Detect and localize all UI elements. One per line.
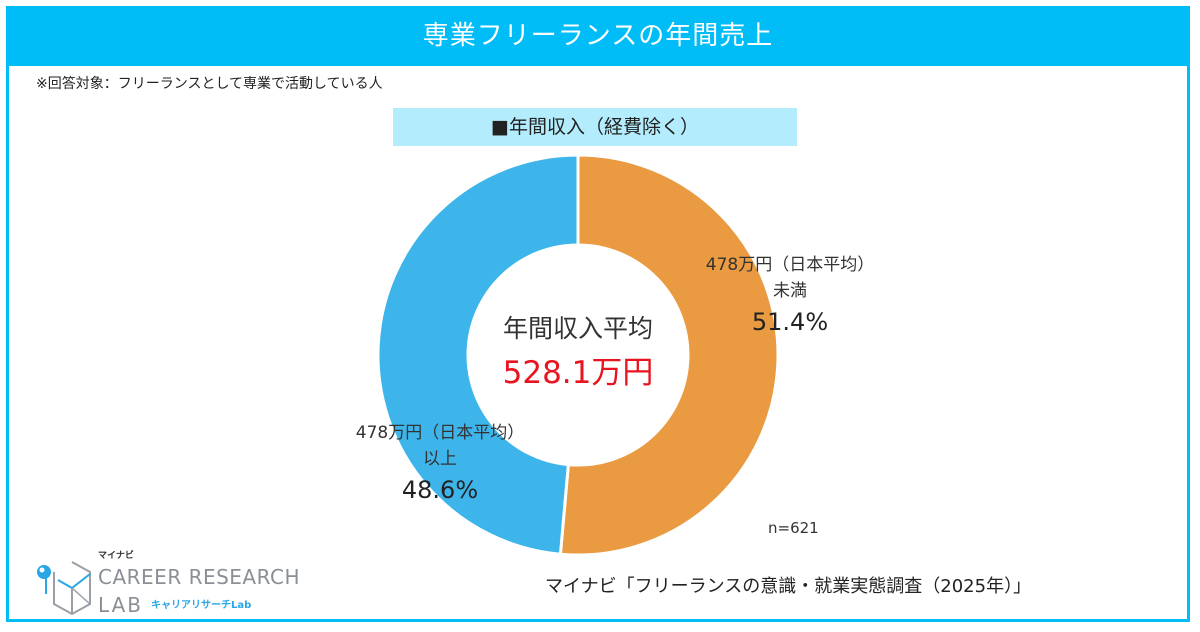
logo-line1: CAREER RESEARCH (98, 565, 301, 589)
donut-slice-under-average (558, 153, 780, 557)
center-title: 年間収入平均 (502, 314, 653, 343)
slice-label-under: 478万円（日本平均） 未満 51.4% (660, 252, 920, 340)
donut-slice-over-average (376, 153, 580, 556)
slice-label-under-line1: 478万円（日本平均） (705, 255, 875, 275)
logo-kana-top: マイナビ (98, 551, 134, 561)
title-bar: 専業フリーランスの年間売上 (6, 6, 1190, 66)
center-value: 528.1万円 (502, 355, 654, 391)
logo-kana-sub: キャリアリサーチLab (151, 600, 252, 611)
logo-line2: LAB (98, 593, 144, 617)
slice-label-over-line1: 478万円（日本平均） (355, 423, 525, 443)
slide-frame (6, 6, 1190, 622)
slice-label-under-line2: 未満 (773, 281, 807, 301)
slice-value-over: 48.6% (401, 476, 479, 504)
slice-label-over-line2: 以上 (423, 449, 457, 469)
career-research-lab-logo: マイナビ CAREER RESEARCH LAB キャリアリサーチLab (32, 550, 312, 620)
slice-label-over: 478万円（日本平均） 以上 48.6% (310, 420, 570, 508)
sample-size: n=621 (768, 519, 819, 537)
cube-logo-icon (37, 561, 91, 616)
respondent-note: ※回答対象：フリーランスとして専業で活動している人 (36, 76, 383, 92)
page-title: 専業フリーランスの年間売上 (422, 21, 774, 51)
source-citation: マイナビ「フリーランスの意識・就業実態調査（2025年）」 (545, 576, 1032, 597)
chart-title: ■年間収入（経費除く） (393, 108, 797, 146)
slice-value-under: 51.4% (751, 308, 829, 336)
